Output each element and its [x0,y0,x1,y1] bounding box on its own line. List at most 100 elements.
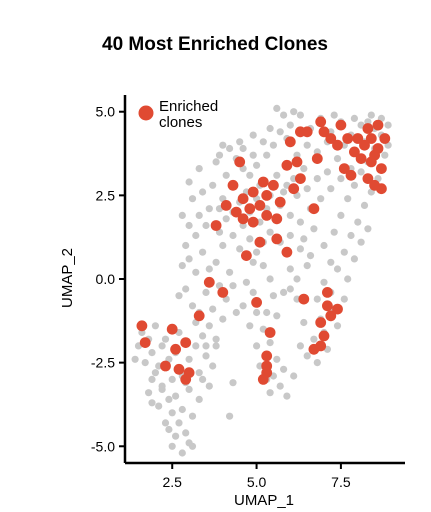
background-cell-point [205,382,213,390]
background-cell-point [226,144,234,153]
enriched-clone-point [237,193,249,205]
background-cell-point [280,111,288,119]
background-cell-point [337,175,345,183]
background-cell-point [219,241,227,250]
background-cell-point [199,188,207,196]
background-cell-point [266,228,274,236]
background-cell-point [168,409,176,417]
enriched-clone-point [183,367,195,379]
enriched-clone-point [173,363,185,375]
enriched-clone-point [227,179,239,191]
background-cell-point [199,248,207,256]
enriched-clone-point [332,303,343,315]
background-cell-point [199,375,207,383]
background-cell-point [340,248,348,256]
enriched-clone-point [261,190,273,201]
enriched-clone-point [325,310,337,322]
background-cell-point [364,225,372,233]
enriched-clone-point [362,173,374,185]
background-cell-point [327,258,335,266]
background-cell-point [188,412,197,420]
background-cell-point [333,265,342,273]
background-cell-point [330,111,338,119]
background-cell-point [273,312,281,320]
background-cell-point [155,402,163,410]
enriched-clone-point [372,143,384,154]
enriched-clone-point [271,213,283,225]
enriched-clone-point [247,186,259,198]
background-cell-point [259,262,267,270]
enriched-clone-point [365,133,377,144]
background-cell-point [158,382,166,390]
background-cell-point [286,265,294,273]
enriched-clone-point [352,133,364,144]
background-cell-point [306,252,315,260]
background-cell-point [357,168,365,176]
background-cell-point [175,292,183,300]
background-cell-point [300,165,308,173]
y-tick-label: -2.5 [91,355,115,371]
background-cell-point [296,342,304,350]
enriched-clone-point [284,136,296,148]
background-cell-point [313,175,321,183]
background-cell-point [168,442,176,450]
x-ticks: 2.5 5.0 7.5 [162,463,351,490]
enriched-clone-point [291,156,303,168]
y-axis-title: UMAP_2 [59,248,76,308]
background-cell-point [185,355,193,363]
background-cell-point [202,221,210,230]
background-cell-point [236,245,244,253]
background-cell-point [205,322,213,330]
background-cell-point [195,369,203,377]
background-cell-point [188,302,197,310]
background-cell-point [384,121,392,129]
background-cell-point [151,369,159,377]
enriched-clone-point [342,133,354,144]
background-cell-point [215,151,224,159]
background-cell-point [293,275,301,283]
enriched-clone-point [335,119,347,131]
background-cell-point [266,275,274,283]
enriched-clone-point [376,163,387,175]
background-cell-point [158,342,166,350]
background-cell-point [165,395,173,403]
enriched-clone-point [170,343,182,355]
background-cell-point [273,355,281,363]
background-cell-point [195,395,203,403]
background-cell-point [185,385,193,393]
x-tick-label: 7.5 [331,474,351,490]
background-cell-point [205,265,213,273]
background-cell-point [209,362,217,370]
background-cell-point [161,335,170,343]
background-cell-point [333,322,342,330]
enriched-clone-point [325,133,337,144]
x-axis-title: UMAP_1 [234,492,294,509]
background-cell-point [300,235,308,243]
background-cell-point [192,231,200,240]
background-cell-point [202,288,210,296]
background-cell-point [310,225,318,233]
background-cell-point [195,211,203,219]
y-tick-label: 0.0 [96,271,116,287]
background-cell-point [188,442,197,450]
background-cell-point [320,241,328,250]
enriched-clone-point [247,216,259,228]
background-cell-point [239,144,247,153]
enriched-clone-point [237,213,249,225]
background-cell-point [222,171,230,179]
background-cell-point [182,241,190,250]
background-cell-point [333,155,342,163]
background-cell-point [317,195,325,203]
background-cell-point [286,121,294,129]
enriched-clone-point [217,287,229,298]
background-cell-point [185,178,193,186]
background-cell-point [354,218,362,226]
background-cell-point [263,308,271,317]
enriched-clone-point [311,153,323,165]
background-cell-point [340,295,348,303]
background-cell-point [236,138,244,146]
enriched-clone-point [362,123,374,134]
background-cell-point [209,305,217,313]
legend-label-line1: Enriched [159,98,218,115]
